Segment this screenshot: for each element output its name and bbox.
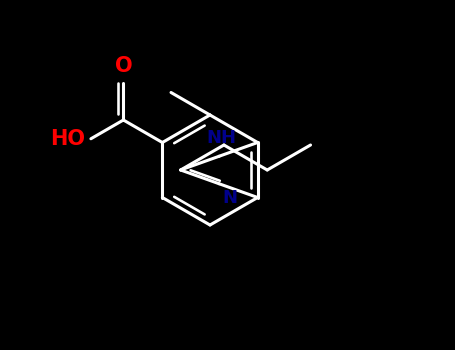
Text: N: N [222,189,238,207]
Text: NH: NH [207,129,237,147]
Text: O: O [115,56,132,77]
Text: HO: HO [50,129,85,149]
